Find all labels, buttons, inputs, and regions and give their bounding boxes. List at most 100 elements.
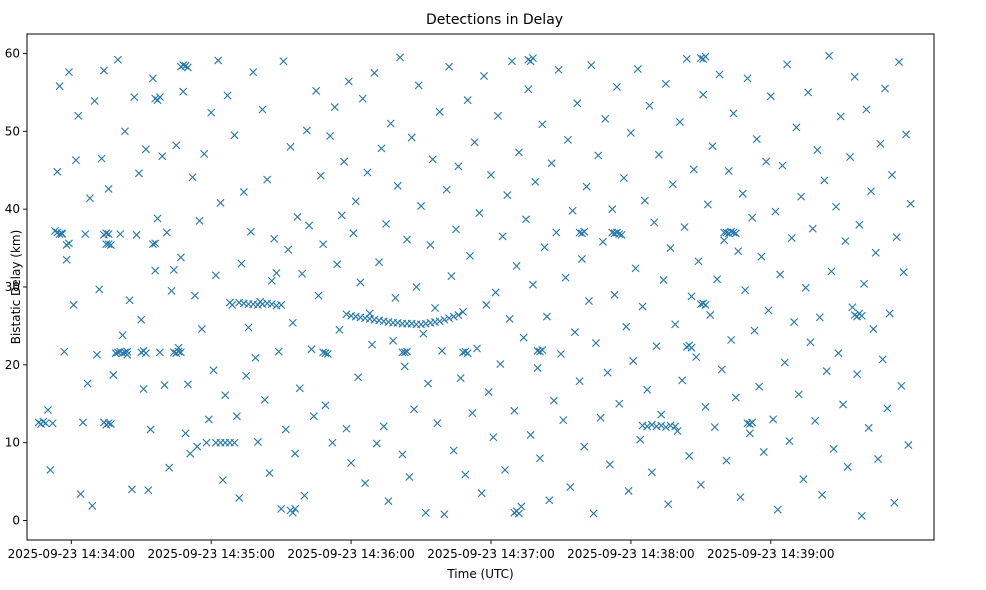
data-point — [403, 347, 412, 356]
data-point — [323, 349, 332, 358]
data-point — [545, 496, 554, 505]
data-point — [400, 362, 409, 371]
data-point — [48, 419, 57, 428]
data-point — [267, 276, 276, 285]
data-point — [267, 300, 276, 309]
data-point — [608, 205, 617, 214]
data-point — [864, 423, 873, 432]
data-point — [696, 54, 705, 63]
data-point — [617, 230, 626, 239]
data-point — [410, 405, 419, 414]
data-point — [298, 269, 307, 278]
data-point — [361, 479, 370, 488]
data-point — [906, 199, 915, 208]
data-point — [251, 353, 260, 362]
data-point — [790, 318, 799, 327]
data-point — [720, 236, 729, 245]
data-point — [466, 251, 474, 260]
data-point — [319, 348, 328, 357]
data-point — [78, 418, 87, 427]
data-point — [440, 315, 449, 324]
data-point — [643, 385, 652, 394]
data-point — [815, 313, 824, 322]
data-point — [295, 384, 304, 393]
data-point — [319, 240, 328, 249]
data-point — [461, 470, 470, 479]
data-point — [118, 331, 127, 340]
data-point — [685, 451, 694, 460]
data-point — [120, 348, 129, 357]
data-point — [624, 486, 633, 495]
data-point — [713, 275, 722, 284]
data-point — [510, 406, 519, 415]
data-point — [326, 131, 335, 140]
data-point — [330, 103, 339, 112]
data-point — [344, 77, 353, 86]
data-point — [146, 425, 155, 434]
data-point — [496, 360, 505, 369]
y-axis: 0 10 20 30 40 50 60 — [5, 46, 27, 528]
data-point — [186, 449, 195, 458]
data-point — [701, 52, 710, 61]
data-point — [804, 88, 813, 97]
data-point — [836, 112, 845, 121]
data-point — [575, 377, 584, 386]
data-point — [438, 346, 447, 355]
data-point — [104, 240, 113, 249]
x-axis-label: Time (UTC) — [446, 567, 513, 581]
data-point — [291, 504, 300, 513]
data-point — [169, 265, 178, 274]
data-point — [577, 254, 586, 263]
data-point — [612, 82, 621, 91]
data-point — [671, 320, 680, 329]
data-point — [666, 244, 675, 253]
data-point — [263, 175, 272, 184]
data-point — [426, 240, 435, 249]
data-point — [321, 349, 330, 358]
data-point — [137, 315, 146, 324]
data-point — [130, 93, 139, 102]
data-point — [556, 349, 565, 358]
data-point — [811, 416, 820, 425]
data-point — [134, 169, 143, 178]
data-point — [470, 138, 479, 147]
data-point — [491, 288, 500, 297]
data-point — [514, 509, 523, 518]
data-point — [850, 72, 859, 81]
data-point — [69, 300, 78, 309]
data-point — [750, 326, 759, 335]
data-point — [640, 196, 649, 205]
data-point — [176, 253, 185, 262]
data-point — [664, 500, 673, 509]
data-point — [603, 368, 612, 377]
data-point — [81, 230, 90, 239]
data-point — [549, 396, 558, 405]
data-point — [109, 370, 118, 379]
data-point — [731, 393, 740, 402]
data-point — [822, 367, 831, 376]
data-point — [431, 304, 440, 313]
data-point — [883, 404, 892, 413]
data-point — [535, 454, 544, 463]
data-point — [300, 491, 309, 500]
data-point — [645, 101, 654, 110]
data-point — [631, 264, 640, 273]
data-point — [155, 93, 164, 102]
data-point — [480, 72, 488, 81]
data-point — [417, 202, 426, 211]
data-point — [687, 343, 696, 352]
data-point — [375, 258, 384, 267]
data-point — [512, 261, 521, 270]
data-point — [312, 86, 321, 95]
data-point — [424, 379, 433, 388]
data-point — [440, 510, 449, 519]
data-point — [288, 318, 297, 327]
data-point — [228, 300, 237, 309]
data-point — [673, 427, 682, 436]
data-point — [626, 128, 635, 137]
data-point — [843, 462, 852, 471]
data-point — [904, 441, 913, 450]
data-point — [391, 293, 400, 302]
data-point — [167, 286, 176, 295]
data-point — [778, 161, 787, 170]
